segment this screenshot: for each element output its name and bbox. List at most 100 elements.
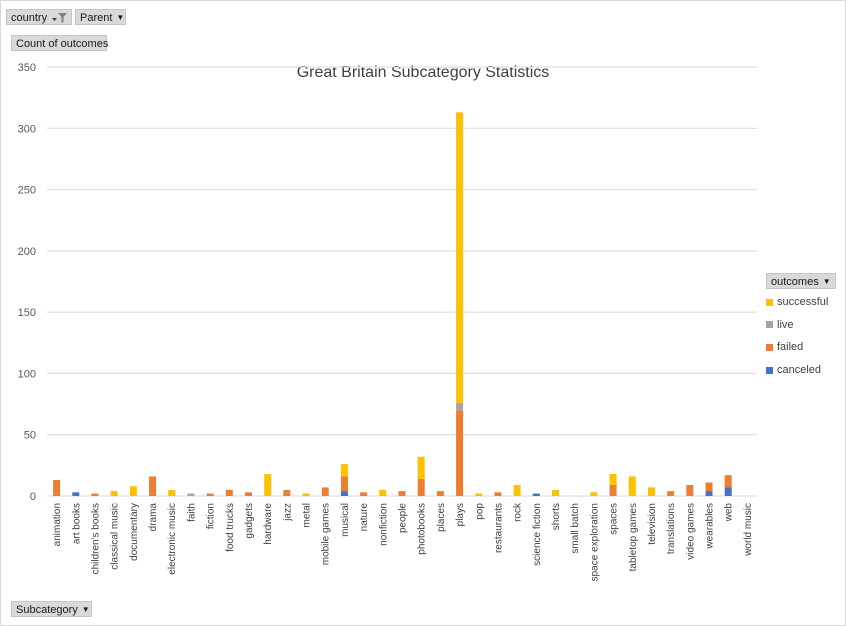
axis-field-button[interactable]: Subcategory ▼: [11, 601, 92, 617]
bar-segment-live: [456, 402, 464, 411]
x-tick-label: electronic music: [167, 503, 178, 575]
legend-label: canceled: [777, 364, 822, 377]
x-tick-label: wearables: [705, 503, 716, 550]
bar-segment-live: [187, 493, 195, 496]
bar-segment-failed: [321, 487, 329, 496]
x-tick-label: children's books: [90, 503, 101, 574]
bar-segment-successful: [168, 489, 176, 496]
country-filter-button[interactable]: country: [6, 9, 72, 25]
chevron-down-icon: ▼: [116, 13, 125, 22]
legend-label: live: [777, 318, 794, 331]
bar-segment-failed: [225, 489, 233, 496]
y-tick-label: 100: [18, 368, 36, 380]
x-tick-label: small batch: [570, 503, 581, 554]
bar-segment-failed: [609, 484, 617, 496]
legend-item-successful: successful: [766, 296, 840, 319]
bar-segment-successful: [456, 112, 464, 403]
x-tick-label: nonfiction: [378, 503, 389, 546]
filter-icon: [52, 13, 67, 23]
x-tick-label: art books: [71, 503, 82, 544]
country-filter-label: country: [11, 12, 48, 24]
y-tick-label: 200: [18, 246, 36, 258]
legend-item-live: live: [766, 319, 840, 342]
bar-segment-failed: [436, 491, 444, 496]
bar-segment-failed: [705, 482, 713, 492]
y-tick-label: 50: [24, 430, 36, 442]
x-tick-label: food trucks: [225, 503, 236, 552]
legend-swatch: [766, 321, 773, 329]
x-tick-label: metal: [302, 503, 313, 527]
bar-segment-successful: [628, 476, 636, 496]
axis-field-label: Subcategory: [16, 604, 78, 616]
bar-segment-successful: [513, 484, 521, 496]
bar-segment-failed: [417, 478, 425, 496]
bar-segment-failed: [206, 493, 214, 496]
chart-title: Great Britain Subcategory Statistics: [296, 64, 550, 81]
x-tick-label: plays: [455, 503, 466, 526]
x-tick-label: video games: [685, 503, 696, 560]
x-tick-label: tabletop games: [628, 503, 639, 571]
bar-segment-successful: [379, 489, 387, 496]
x-tick-label: science fiction: [532, 503, 543, 566]
legend-label: successful: [777, 296, 829, 308]
x-tick-label: animation: [52, 503, 63, 546]
x-tick-label: drama: [148, 503, 159, 532]
x-tick-label: places: [436, 503, 447, 532]
legend-title: outcomes: [771, 276, 819, 288]
bar-segment-failed: [724, 475, 732, 488]
bar-segment-canceled: [340, 491, 348, 496]
x-tick-label: faith: [186, 503, 197, 522]
x-tick-label: restaurants: [493, 503, 504, 553]
bar-segment-successful: [647, 487, 655, 496]
y-tick-label: 250: [18, 185, 36, 197]
x-tick-label: nature: [359, 503, 370, 532]
x-tick-label: pop: [474, 503, 485, 520]
bar-segment-successful: [264, 473, 272, 496]
x-tick-label: hardware: [263, 503, 274, 545]
legend-item-canceled: canceled: [766, 364, 840, 387]
parent-filter-label: Parent: [80, 12, 113, 24]
x-tick-label: television: [647, 503, 658, 545]
x-tick-label: gadgets: [244, 503, 255, 539]
bar-segment-failed: [398, 491, 406, 496]
legend-field-button[interactable]: outcomes ▼: [766, 273, 836, 289]
bar-segment-successful: [110, 491, 118, 496]
bar-segment-failed: [456, 410, 464, 496]
y-tick-label: 150: [18, 307, 36, 319]
x-tick-label: translations: [666, 503, 677, 554]
legend-item-failed: failed: [766, 341, 840, 364]
legend-label: failed: [777, 341, 804, 354]
x-tick-label: jazz: [282, 503, 293, 522]
bar-segment-failed: [244, 492, 252, 496]
bar-segment-failed: [340, 476, 348, 492]
legend-swatch: [766, 298, 773, 306]
bar-segment-successful: [417, 456, 425, 479]
bar-segment-canceled: [705, 491, 713, 496]
parent-filter-button[interactable]: Parent ▼: [75, 9, 126, 25]
bar-segment-failed: [149, 476, 157, 496]
x-tick-label: rock: [513, 502, 524, 522]
chevron-down-icon: ▼: [81, 605, 90, 614]
x-tick-label: shorts: [551, 503, 562, 530]
bar-segment-successful: [129, 486, 137, 496]
legend-swatch: [766, 343, 773, 351]
x-tick-label: documentary: [129, 503, 140, 561]
y-tick-label: 0: [30, 491, 36, 503]
x-tick-label: web: [724, 503, 735, 523]
x-tick-label: space exploration: [589, 503, 600, 581]
x-tick-label: world music: [743, 503, 754, 557]
x-tick-label: people: [398, 503, 409, 533]
legend-swatch: [766, 366, 773, 374]
bar-segment-successful: [475, 493, 483, 496]
bar-segment-successful: [340, 464, 348, 477]
value-field-button[interactable]: Count of outcomes: [11, 35, 108, 51]
bar-segment-canceled: [532, 493, 540, 496]
x-tick-label: photobooks: [417, 503, 428, 555]
bar-segment-successful: [302, 493, 310, 496]
x-tick-label: fiction: [206, 503, 217, 529]
y-tick-label: 350: [18, 62, 36, 74]
bar-segment-failed: [686, 484, 694, 496]
bar-segment-successful: [552, 489, 560, 496]
x-tick-label: musical: [340, 503, 351, 537]
